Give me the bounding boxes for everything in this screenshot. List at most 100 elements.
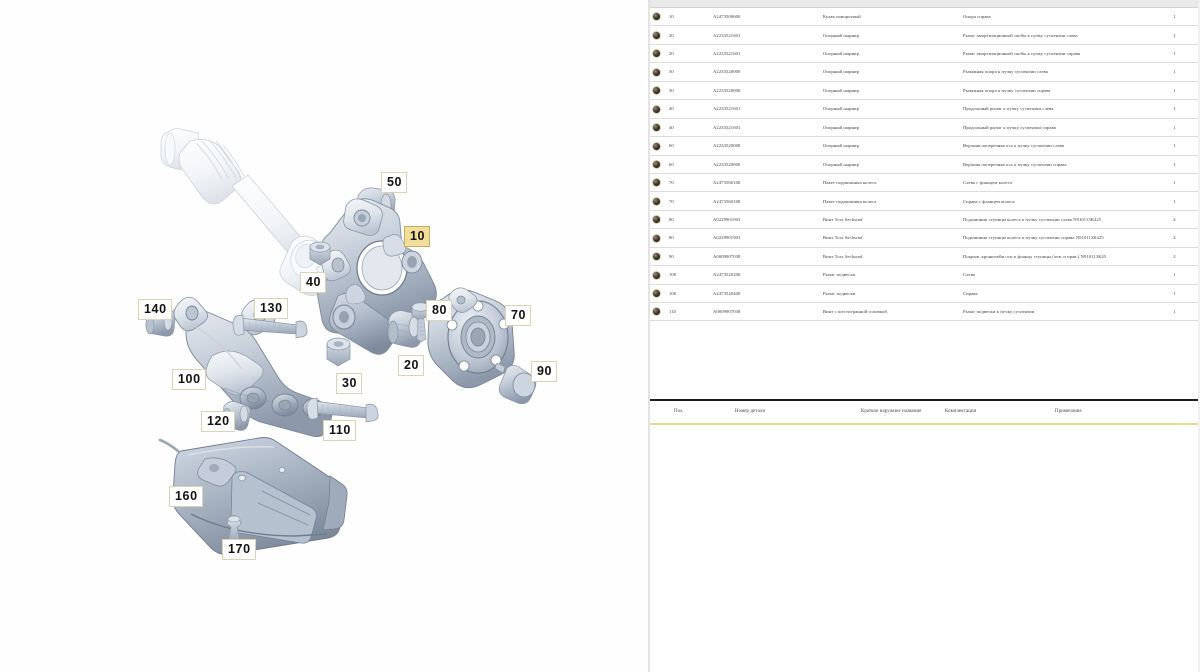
cell-quantity: 4 — [1150, 228, 1200, 248]
callout-label-160[interactable]: 160 — [169, 486, 203, 507]
cell-part-number: A2233520000 — [710, 136, 820, 156]
part-bullet-icon — [653, 253, 660, 261]
table-row[interactable]: 10 A2473500600 Кулак поворотный Опора справ… — [648, 8, 1200, 27]
row-icon-cell[interactable] — [648, 191, 666, 211]
cell-position: 70 — [666, 173, 710, 193]
cell-quantity: 2 — [1150, 247, 1200, 267]
cell-short-name: Опорный шарнир — [820, 25, 960, 45]
table-row[interactable]: 80 A0229901903 Винт Torx Sechsrnd Подшипник… — [648, 228, 1200, 248]
table-row[interactable]: 30 A2233520000 Опорный шарнир Рычажная опор… — [648, 81, 1200, 101]
row-icon-cell[interactable] — [648, 8, 666, 27]
table-row[interactable]: 60 A2233520000 Опорный шарнир Верхняя попер… — [648, 136, 1200, 156]
row-icon-cell[interactable] — [648, 99, 666, 119]
ball-joint-20-part[interactable] — [387, 310, 424, 348]
cell-position: 30 — [666, 81, 710, 101]
row-icon-cell[interactable] — [648, 284, 666, 304]
callout-label-30[interactable]: 30 — [336, 373, 363, 394]
fastener-40-part[interactable] — [309, 241, 331, 266]
cell-part-number: A2473500600 — [710, 8, 820, 27]
cell-part-number: A0009907038 — [710, 247, 820, 267]
cell-part-number: A0229901903 — [710, 228, 820, 248]
cell-part-number: A2473560100 — [710, 173, 820, 193]
table-row[interactable]: 90 A0009907038 Винт Torx Sechsrnd Покрыв. к… — [648, 247, 1200, 267]
callout-label-170[interactable]: 170 — [222, 539, 256, 560]
row-icon-cell[interactable] — [648, 265, 666, 285]
parts-table-footer-body — [648, 427, 1200, 672]
part-bullet-icon — [653, 68, 660, 76]
row-icon-cell[interactable] — [648, 302, 666, 322]
row-icon-cell[interactable] — [648, 173, 666, 193]
cell-quantity: 1 — [1150, 99, 1200, 119]
part-bullet-icon — [653, 290, 660, 297]
row-icon-cell[interactable] — [648, 118, 666, 138]
footer-header-position: Поз. — [674, 409, 684, 414]
callout-label-120[interactable]: 120 — [201, 411, 235, 432]
table-row[interactable]: 80 A0229901903 Винт Torx Sechsrnd Подшипник… — [648, 210, 1200, 230]
cell-description: Верхняя поперечная ось к пучку суспензии… — [960, 136, 1150, 156]
callout-label-70[interactable]: 70 — [505, 305, 532, 326]
cell-quantity: 1 — [1150, 265, 1200, 285]
cell-description: Продольный рычаг к пучку суспензии справ… — [960, 118, 1150, 138]
row-icon-cell[interactable] — [648, 247, 666, 267]
table-row[interactable]: 20 A2233521601 Опорный шарнир Рычаг амортиз… — [648, 44, 1200, 64]
table-row[interactable]: 100 A2473520400 Рычаг подвески Справа 1 — [648, 284, 1200, 304]
table-row[interactable]: 70 A2473560100 Пакет подшипника колеса Спра… — [648, 191, 1200, 211]
parts-table[interactable]: 10 A2473500600 Кулак поворотный Опора справ… — [648, 8, 1200, 322]
callout-label-110[interactable]: 110 — [323, 420, 356, 441]
cell-quantity: 1 — [1150, 81, 1200, 101]
long-bolt-110-part[interactable] — [306, 397, 379, 423]
footer-header-short-name: Краткое наружное название — [861, 409, 922, 414]
cell-part-number: A2233521601 — [710, 118, 820, 138]
table-row[interactable]: 30 A2233520000 Опорный шарнир Рычажная опор… — [648, 62, 1200, 82]
drive-shaft-part[interactable] — [160, 127, 337, 296]
cell-part-number: A2473520200 — [710, 265, 820, 285]
fastener-30-part[interactable] — [326, 337, 351, 367]
cell-quantity: 1 — [1150, 136, 1200, 156]
callout-label-10[interactable]: 10 — [404, 226, 431, 247]
cell-quantity: 1 — [1150, 155, 1200, 174]
fastener-90-part[interactable] — [494, 362, 537, 405]
callout-label-20[interactable]: 20 — [398, 355, 425, 376]
long-bolt-130-part[interactable] — [232, 314, 308, 339]
cell-position: 40 — [666, 99, 710, 119]
table-row[interactable]: 70 A2473560100 Пакет подшипника колеса Слев… — [648, 173, 1200, 193]
callout-label-140[interactable]: 140 — [138, 299, 172, 320]
callout-label-80[interactable]: 80 — [426, 300, 453, 321]
row-icon-cell[interactable] — [648, 136, 666, 156]
table-row[interactable]: 100 A2473520200 Рычаг подвески Слева 1 — [648, 265, 1200, 285]
row-icon-cell[interactable] — [648, 62, 666, 82]
cell-short-name: Опорный шарнир — [820, 81, 960, 101]
table-row[interactable]: 20 A2233521601 Опорный шарнир Рычаг амортиз… — [648, 25, 1200, 45]
footer-header-part-number: Номер детали — [735, 409, 766, 414]
cell-description: Рычажная опора к пучку суспензии слева — [960, 62, 1150, 82]
cell-part-number: A0229901903 — [710, 210, 820, 230]
cell-position: 110 — [666, 302, 710, 322]
row-icon-cell[interactable] — [648, 228, 666, 248]
row-icon-cell[interactable] — [648, 81, 666, 101]
callout-label-40[interactable]: 40 — [300, 272, 327, 293]
underbody-shield-160-part[interactable] — [158, 437, 348, 555]
callout-label-90[interactable]: 90 — [531, 361, 558, 382]
part-bullet-icon — [653, 216, 660, 224]
table-row[interactable]: 60 A2233520000 Опорный шарнир Верхняя попер… — [648, 155, 1200, 174]
callout-label-130[interactable]: 130 — [254, 298, 288, 319]
table-row[interactable]: 40 A2233521601 Опорный шарнир Продольный ры… — [648, 118, 1200, 138]
callout-label-100[interactable]: 100 — [172, 369, 206, 390]
panel-divider — [648, 0, 650, 672]
table-row[interactable]: 40 A2233521601 Опорный шарнир Продольный ры… — [648, 99, 1200, 119]
cell-description: Рычаг амортизационной скобы к пучку сусп… — [960, 25, 1150, 45]
row-icon-cell[interactable] — [648, 25, 666, 45]
part-bullet-icon — [653, 160, 660, 168]
parts-table-scroll-area[interactable]: 10 A2473500600 Кулак поворотный Опора справ… — [648, 8, 1200, 400]
row-icon-cell[interactable] — [648, 210, 666, 230]
parts-table-panel[interactable]: 10 A2473500600 Кулак поворотный Опора справ… — [648, 0, 1200, 672]
row-icon-cell[interactable] — [648, 44, 666, 64]
exploded-view-diagram[interactable] — [0, 0, 648, 672]
cell-description: Подшипник ступицы колеса к пучку суспенз… — [960, 210, 1150, 230]
callout-label-50[interactable]: 50 — [381, 172, 408, 193]
wheel-carrier-10-part[interactable] — [317, 198, 437, 355]
row-icon-cell[interactable] — [648, 155, 666, 174]
table-row[interactable]: 110 A0009907038 Винт с шестигранной головк… — [648, 302, 1200, 322]
illustration-panel[interactable]: 10 50 40 140 130 80 70 20 30 90 100 120 … — [0, 0, 648, 672]
